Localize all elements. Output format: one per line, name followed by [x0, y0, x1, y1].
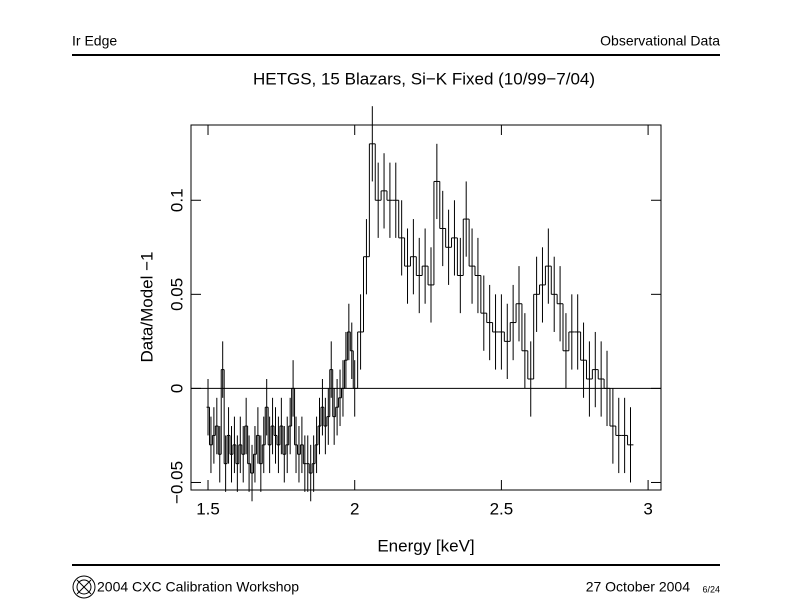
y-tick-label: 0.1 — [167, 188, 186, 212]
x-tick-label: 3 — [643, 499, 652, 518]
footer-left: 2004 CXC Calibration Workshop — [97, 579, 299, 595]
header-left: Ir Edge — [72, 33, 117, 49]
x-tick-label: 1.5 — [196, 499, 220, 518]
logo — [72, 575, 96, 599]
x-tick-label: 2.5 — [490, 499, 514, 518]
x-tick-label: 2 — [350, 499, 359, 518]
footer-date: 27 October 2004 — [586, 579, 691, 595]
y-tick-label: −0.05 — [167, 461, 186, 504]
y-axis-label: Data/Model −1 — [137, 251, 156, 362]
header-right: Observational Data — [600, 33, 720, 49]
chart-title: HETGS, 15 Blazars, Si−K Fixed (10/99−7/0… — [253, 69, 595, 88]
y-tick-label: 0 — [167, 384, 186, 393]
x-axis-label: Energy [keV] — [377, 536, 474, 555]
plot-frame — [190, 124, 662, 491]
y-tick-label: 0.05 — [167, 278, 186, 311]
page-number: 6/24 — [702, 584, 720, 594]
